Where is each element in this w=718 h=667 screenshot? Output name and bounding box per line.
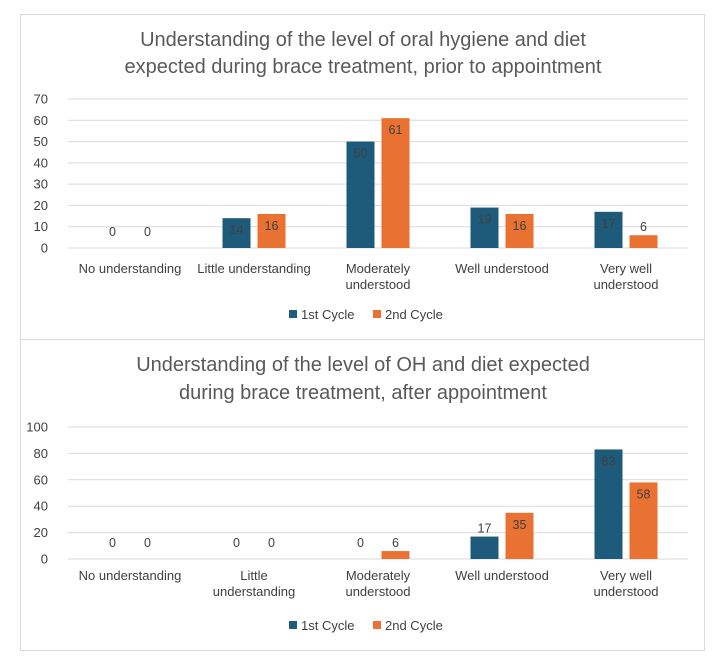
legend-swatch (289, 310, 297, 318)
chart-panel-prior: Understanding of the level of oral hygie… (20, 14, 705, 340)
chart-title-line: during brace treatment, after appointmen… (179, 382, 547, 404)
x-category-label: understood (345, 277, 410, 292)
y-tick-label: 50 (34, 134, 48, 149)
legend-label: 2nd Cycle (385, 307, 443, 322)
y-tick-label: 40 (34, 499, 48, 514)
data-label: 50 (354, 147, 368, 161)
legend-label: 1st Cycle (301, 307, 354, 322)
y-tick-label: 10 (34, 219, 48, 234)
x-category-label: Moderately (346, 568, 411, 583)
legend-swatch (289, 621, 297, 629)
data-label: 58 (637, 487, 651, 501)
chart-title-line: Understanding of the level of OH and die… (136, 354, 590, 376)
y-tick-label: 0 (41, 552, 48, 567)
legend-swatch (373, 310, 381, 318)
bar (346, 141, 375, 248)
data-label: 83 (602, 454, 616, 468)
data-label: 61 (389, 123, 403, 137)
y-tick-label: 80 (34, 446, 48, 461)
bar (257, 213, 286, 248)
x-category-label: understood (345, 584, 410, 599)
data-label: 6 (640, 220, 647, 234)
bar (222, 218, 251, 248)
legend-label: 2nd Cycle (385, 618, 443, 633)
data-label: 0 (109, 536, 116, 550)
chart-title-line: Understanding of the level of oral hygie… (140, 29, 586, 51)
y-tick-label: 20 (34, 525, 48, 540)
bar (594, 211, 623, 248)
bar (629, 235, 658, 248)
x-category-label: Well understood (455, 568, 549, 583)
x-category-label: No understanding (79, 261, 182, 276)
data-label: 19 (478, 213, 492, 227)
data-label: 6 (392, 536, 399, 550)
data-label: 0 (357, 536, 364, 550)
data-label: 0 (144, 225, 151, 239)
y-tick-label: 30 (34, 177, 48, 192)
chart-panel-after: Understanding of the level of OH and die… (20, 339, 705, 651)
data-label: 17 (478, 522, 492, 536)
chart-title-line: expected during brace treatment, prior t… (125, 56, 602, 78)
y-tick-label: 70 (34, 92, 48, 107)
bar (594, 449, 623, 559)
data-label: 0 (233, 536, 240, 550)
x-category-label: understanding (213, 584, 295, 599)
data-label: 0 (109, 225, 116, 239)
data-label: 16 (513, 219, 527, 233)
bar (470, 536, 499, 559)
bar (381, 551, 410, 559)
legend-label: 1st Cycle (301, 618, 354, 633)
x-category-label: Moderately (346, 261, 411, 276)
bar (629, 482, 658, 559)
y-tick-label: 40 (34, 155, 48, 170)
data-label: 0 (144, 536, 151, 550)
legend-swatch (373, 621, 381, 629)
x-category-label: Little (240, 568, 267, 583)
x-category-label: No understanding (79, 568, 182, 583)
data-label: 16 (265, 219, 279, 233)
x-category-label: understood (593, 584, 658, 599)
bar (470, 207, 499, 248)
x-category-label: Very well (600, 568, 652, 583)
data-label: 35 (513, 518, 527, 532)
x-category-label: Very well (600, 261, 652, 276)
y-tick-label: 20 (34, 198, 48, 213)
x-category-label: Well understood (455, 261, 549, 276)
y-tick-label: 60 (34, 113, 48, 128)
x-category-label: understood (593, 277, 658, 292)
y-tick-label: 0 (41, 241, 48, 256)
bar (381, 118, 410, 249)
y-tick-label: 60 (34, 472, 48, 487)
data-label: 0 (268, 536, 275, 550)
x-category-label: Little understanding (197, 261, 310, 276)
bar (505, 213, 534, 248)
chart-prior-appointment: Understanding of the level of oral hygie… (34, 29, 688, 322)
data-label: 14 (230, 223, 244, 237)
bar (505, 512, 534, 559)
data-label: 17 (602, 217, 616, 231)
chart-after-appointment: Understanding of the level of OH and die… (26, 354, 688, 633)
y-tick-label: 100 (26, 420, 48, 435)
